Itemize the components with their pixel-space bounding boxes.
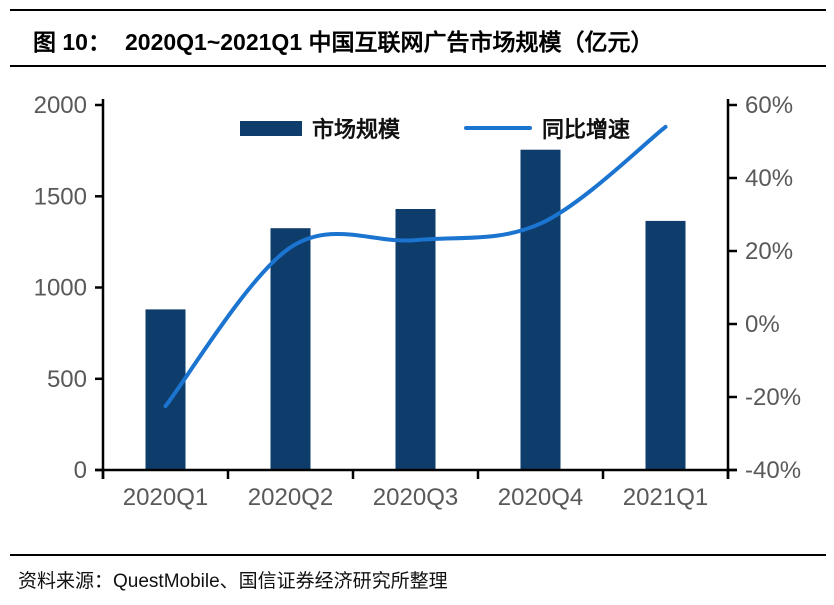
right-tick-label: 20% xyxy=(745,238,793,265)
source-note: 资料来源：QuestMobile、国信证券经济研究所整理 xyxy=(18,571,448,592)
legend-label-market-size: 市场规模 xyxy=(312,117,401,142)
footer-divider-rule xyxy=(10,554,826,556)
right-tick-label: 0% xyxy=(745,311,780,338)
x-tick-label-2020Q2: 2020Q2 xyxy=(248,484,333,511)
bar-series-swatch xyxy=(240,120,302,136)
x-tick-label-2020Q3: 2020Q3 xyxy=(373,484,458,511)
x-tick-label-2020Q4: 2020Q4 xyxy=(498,484,583,511)
bar-2021Q1 xyxy=(645,220,686,470)
line-series-swatch xyxy=(464,126,533,130)
chart-legend: 市场规模 同比增速 xyxy=(240,114,630,142)
left-tick-label: 1500 xyxy=(34,183,87,210)
right-tick-label: 60% xyxy=(745,92,793,119)
yoy-growth-line xyxy=(163,124,668,409)
x-tick-label-2021Q1: 2021Q1 xyxy=(623,484,708,511)
bar-2020Q2 xyxy=(270,228,311,470)
bar-2020Q3 xyxy=(395,209,436,470)
right-tick-label: -20% xyxy=(745,384,801,411)
top-rule xyxy=(10,9,826,11)
x-tick-label-2020Q1: 2020Q1 xyxy=(123,484,208,511)
left-tick-label: 1000 xyxy=(34,275,87,302)
left-tick-label: 2000 xyxy=(34,92,87,119)
chart-canvas: 0 500 1000 1500 2000 -40% -20% 0% 20% 40% 60% 2020Q… xyxy=(34,92,801,511)
figure-title-text: 2020Q1~2021Q1 中国互联网广告市场规模（亿元） xyxy=(124,29,654,55)
legend-item-yoy-growth: 同比增速 xyxy=(400,112,630,144)
right-tick-label: 40% xyxy=(745,165,793,192)
left-tick-label: 0 xyxy=(74,457,87,484)
right-tick-label: -40% xyxy=(745,457,801,484)
title-divider-rule xyxy=(10,65,826,67)
legend-label-yoy-growth: 同比增速 xyxy=(542,117,631,142)
legend-item-market-size: 市场规模 xyxy=(240,112,400,144)
figure-number-label: 图 10： xyxy=(33,29,111,55)
figure-title: 图 10： 2020Q1~2021Q1 中国互联网广告市场规模（亿元） xyxy=(33,23,813,57)
combo-chart: 0 500 1000 1500 2000 -40% -20% 0% 20% 40% 60% 2020Q… xyxy=(0,70,834,540)
bar-2020Q4 xyxy=(520,149,561,470)
left-tick-label: 500 xyxy=(47,366,87,393)
